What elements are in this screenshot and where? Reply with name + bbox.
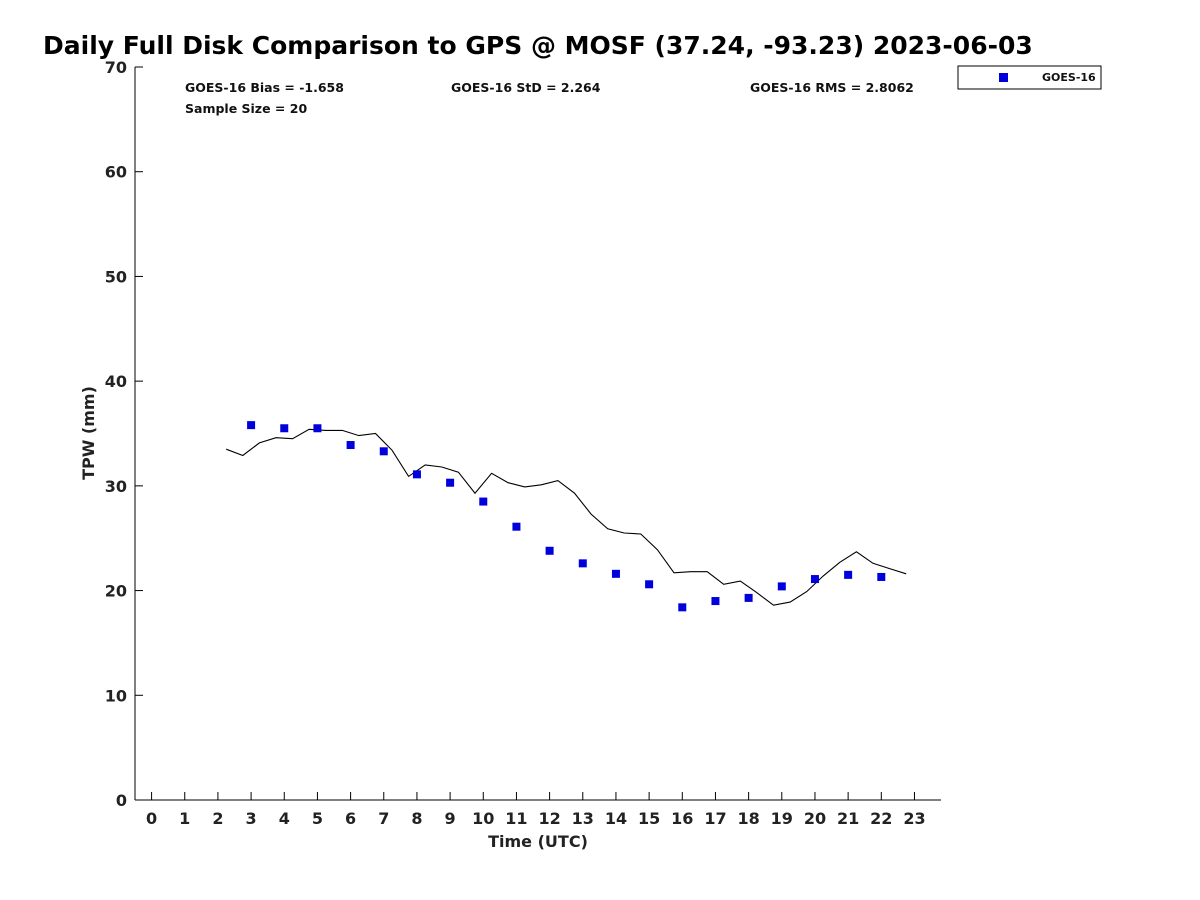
y-tick-label: 40	[105, 372, 127, 391]
x-tick-label: 23	[903, 809, 925, 828]
legend-marker	[999, 73, 1008, 82]
x-tick-label: 1	[179, 809, 190, 828]
stat-bias: GOES-16 Bias = -1.658	[185, 80, 344, 95]
x-tick-label: 3	[246, 809, 257, 828]
goes16-point	[744, 593, 753, 602]
goes16-point	[777, 582, 786, 591]
goes16-point	[479, 497, 488, 506]
goes16-point	[711, 597, 720, 606]
goes16-point	[611, 569, 620, 578]
goes16-point	[446, 478, 455, 487]
goes16-point	[346, 441, 355, 450]
x-tick-label: 12	[538, 809, 560, 828]
legend-box	[957, 65, 1102, 90]
goes16-point	[578, 559, 587, 568]
y-tick-label: 10	[105, 686, 127, 705]
x-tick-label: 19	[771, 809, 793, 828]
x-tick-label: 13	[572, 809, 594, 828]
x-tick-label: 22	[870, 809, 892, 828]
x-tick-label: 18	[737, 809, 759, 828]
y-tick-label: 30	[105, 477, 127, 496]
goes16-point	[844, 570, 853, 579]
x-tick-label: 20	[804, 809, 826, 828]
gps-series-line	[226, 428, 907, 606]
y-tick-label: 70	[105, 58, 127, 77]
x-tick-label: 21	[837, 809, 859, 828]
x-tick-label: 11	[505, 809, 527, 828]
x-tick-label: 7	[378, 809, 389, 828]
y-tick-label: 20	[105, 582, 127, 601]
x-tick-label: 14	[605, 809, 627, 828]
x-tick-label: 2	[212, 809, 223, 828]
x-tick-label: 17	[704, 809, 726, 828]
legend-label: GOES-16	[1042, 71, 1096, 84]
legend: GOES-16	[957, 65, 1102, 90]
goes16-point	[645, 580, 654, 589]
y-tick-label: 50	[105, 267, 127, 286]
y-tick-label: 0	[116, 791, 127, 810]
goes16-point	[678, 603, 687, 612]
stat-rms: GOES-16 RMS = 2.8062	[750, 80, 914, 95]
goes16-point	[545, 546, 554, 555]
goes16-point	[280, 424, 289, 433]
x-tick-label: 4	[279, 809, 290, 828]
goes16-point	[810, 575, 819, 584]
goes16-point	[412, 470, 421, 479]
goes16-point	[247, 421, 256, 430]
x-axis-label: Time (UTC)	[488, 832, 588, 851]
y-axis-label: TPW (mm)	[79, 386, 98, 480]
gps-line-layer	[226, 428, 907, 606]
goes16-marker-layer	[247, 421, 886, 612]
goes16-point	[379, 447, 388, 456]
x-tick-label: 6	[345, 809, 356, 828]
x-tick-label: 16	[671, 809, 693, 828]
stat-std: GOES-16 StD = 2.264	[451, 80, 601, 95]
x-tick-label: 9	[445, 809, 456, 828]
chart-title: Daily Full Disk Comparison to GPS @ MOSF…	[43, 31, 1033, 60]
x-tick-label: 8	[411, 809, 422, 828]
x-tick-label: 5	[312, 809, 323, 828]
goes16-point	[877, 572, 886, 581]
y-tick-label: 60	[105, 163, 127, 182]
stat-sample-size: Sample Size = 20	[185, 101, 307, 116]
x-tick-label: 15	[638, 809, 660, 828]
goes16-point	[512, 522, 521, 531]
x-tick-label: 10	[472, 809, 494, 828]
goes16-point	[313, 424, 322, 433]
x-tick-label: 0	[146, 809, 157, 828]
